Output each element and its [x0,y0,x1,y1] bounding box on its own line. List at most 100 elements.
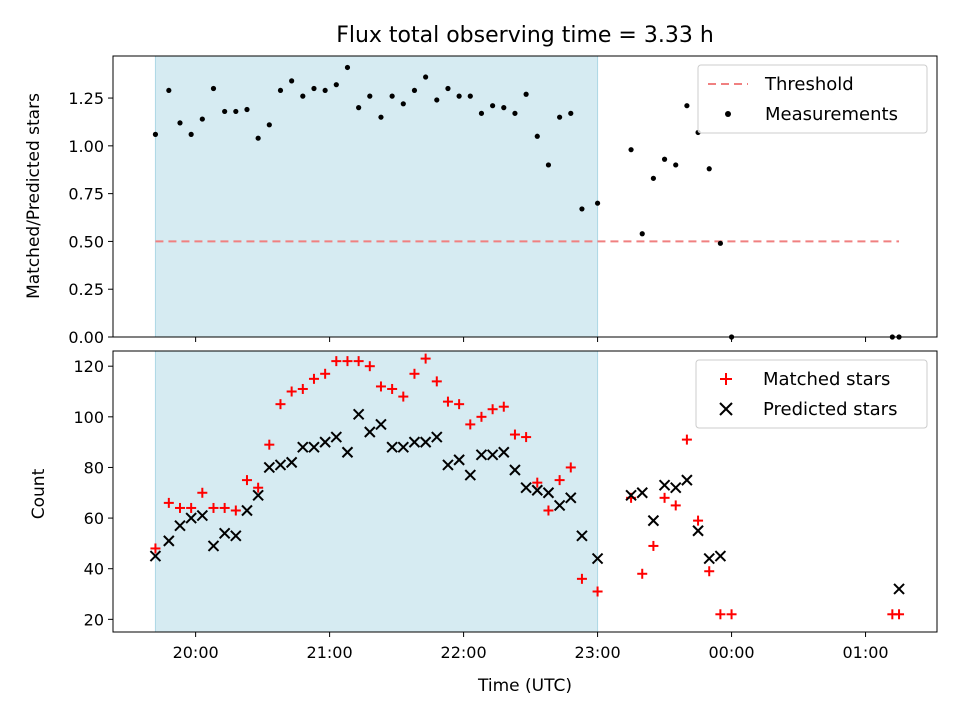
x-b [431,431,443,443]
x-axis-label: Time (UTC) [477,676,572,696]
matched-point [670,500,681,511]
matched-point [637,568,648,579]
matched-point [375,381,386,392]
predicted-point [207,540,220,552]
measurement-point [639,231,645,237]
matched-point [498,401,509,412]
matched-point [150,543,161,554]
predicted-point [542,487,555,499]
measurement-point [478,110,485,116]
measurement-point [233,108,239,115]
legend-measurements-label: Measurements [765,104,898,125]
x-b [252,489,264,502]
matched-point [592,586,603,597]
matched-point [465,419,476,430]
measurement-point [277,87,284,94]
x-tick-label: 20:00 [173,643,219,662]
top-y-axis-label: Matched/Predicted stars [24,93,44,299]
matched-point [659,492,670,503]
x-b [375,418,387,431]
x-b [531,484,543,496]
predicted-point [453,454,465,466]
matched-point [521,432,532,443]
predicted-point [670,481,682,494]
x-b [274,459,287,471]
top-plot-area [152,55,902,340]
x-b [647,514,660,527]
matched-point [241,475,252,486]
x-b [149,550,162,562]
measurement-point [628,147,634,153]
measurement-point [367,93,373,99]
top-axes-frame [112,55,938,338]
legend-matched-label: Matched stars [763,369,890,390]
x-b [263,461,276,474]
x-b [330,431,343,443]
x-b [442,459,454,471]
x-b [341,446,354,458]
measurement-point [706,166,712,172]
x-b [408,436,421,448]
x-b [207,540,220,552]
measurement-point [222,108,228,115]
matched-point [681,434,692,445]
y-tick-label: 40 [84,560,104,579]
matched-point [576,573,587,584]
y-tick-label: 0.75 [68,185,104,204]
x-b [553,499,566,512]
predicted-point [576,530,588,542]
x-b [464,469,476,481]
measurement-point [456,93,462,99]
predicted-point [692,525,704,537]
x-b [520,481,532,494]
x-b [714,550,727,562]
matched-point [693,515,704,526]
matched-point [297,383,308,394]
predicted-point [386,441,398,453]
predicted-point [364,426,376,438]
matched-point [364,361,375,372]
y-tick-label: 60 [84,509,104,528]
x-b [364,426,376,438]
measurement-point [322,87,328,94]
matched-point [308,373,319,384]
predicted-point [714,550,727,562]
y-tick-label: 1.25 [68,89,104,108]
x-b [308,441,320,453]
x-b [681,474,693,486]
measurement-point [333,82,339,88]
matched-point [342,356,353,367]
matched-point [894,609,905,620]
x-b [285,456,298,469]
measurement-point [311,85,317,92]
matched-point [420,353,431,364]
predicted-point [174,519,186,532]
x-b [692,525,704,537]
chart-title: Flux total observing time = 3.33 h [336,23,714,48]
measurement-point [152,131,159,137]
matched-point [431,376,442,387]
x-b [509,464,521,476]
x-b [230,530,242,542]
x-b [565,492,577,504]
measurement-point [188,131,194,137]
measurement-point [356,105,362,111]
predicted-point [464,469,476,481]
matched-point [715,609,726,620]
measurement-point [300,93,306,99]
predicted-point [658,479,671,491]
predicted-point [419,436,432,448]
predicted-point [352,408,365,420]
predicted-point [625,489,637,502]
x-b [893,583,905,595]
predicted-point [520,481,532,494]
x-b [591,552,604,565]
predicted-point [185,512,197,524]
top-y-ticks: 0.00 0.25 0.50 0.75 1.00 1.25 [68,89,113,347]
measurement-point [177,120,183,126]
measurement-point [289,78,295,84]
matched-point [253,482,264,493]
predicted-point [397,441,410,453]
x-b [703,552,715,565]
